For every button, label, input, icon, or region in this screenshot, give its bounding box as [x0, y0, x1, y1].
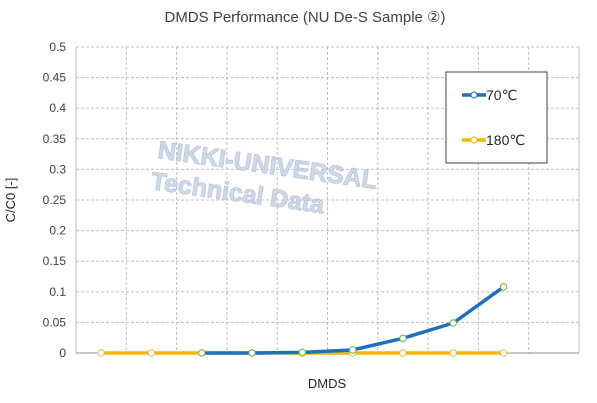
y-tick-label: 0.25	[43, 193, 67, 207]
watermark: NIKKI-UNIVERSAL Technical Data	[149, 136, 380, 220]
data-point	[499, 349, 508, 357]
y-tick-labels: 0 0.05 0.1 0.15 0.2 0.25 0.3 0.35 0.4 0.45 0.5	[43, 40, 67, 360]
data-point	[298, 348, 307, 357]
data-point	[449, 319, 457, 327]
data-point	[147, 349, 156, 357]
data-point	[198, 349, 206, 357]
y-tick-label: 0	[59, 346, 66, 360]
y-axis-label: C/C0 [-]	[3, 178, 18, 223]
legend-box	[445, 71, 548, 164]
data-point	[449, 349, 457, 357]
series-group	[97, 283, 508, 357]
y-tick-label: 0.2	[49, 224, 66, 238]
y-tick-label: 0.3	[49, 162, 66, 176]
y-tick-label: 0.45	[43, 71, 67, 85]
legend-marker	[470, 91, 478, 99]
series-70c	[198, 283, 508, 357]
legend-label: 70℃	[486, 87, 517, 103]
y-tick-label: 0.05	[43, 315, 67, 329]
y-tick-label: 0.1	[49, 285, 66, 299]
data-point	[97, 349, 105, 357]
legend: 70℃ 180℃	[445, 71, 548, 164]
legend-entry: 70℃	[462, 87, 517, 103]
y-tick-label: 0.35	[43, 132, 67, 146]
data-point	[248, 349, 256, 357]
data-point	[399, 349, 407, 357]
x-axis-label: DMDS	[308, 376, 347, 391]
chart-title: DMDS Performance (NU De-S Sample ②)	[164, 9, 445, 26]
legend-marker	[470, 136, 478, 144]
data-point	[399, 334, 407, 343]
series-line	[201, 285, 505, 355]
y-tick-label: 0.15	[43, 254, 67, 268]
data-point	[348, 346, 357, 354]
legend-label: 180℃	[486, 132, 525, 148]
y-tick-label: 0.4	[49, 101, 66, 115]
y-tick-label: 0.5	[49, 40, 66, 54]
legend-entry: 180℃	[462, 132, 525, 148]
data-point	[499, 283, 508, 291]
